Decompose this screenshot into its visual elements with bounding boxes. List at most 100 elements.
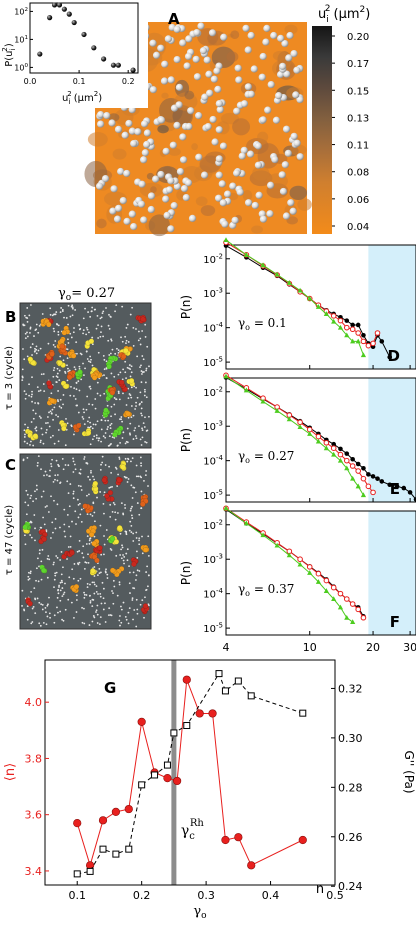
small-particle	[64, 535, 67, 538]
small-particle	[55, 311, 58, 313]
particle	[169, 141, 177, 149]
particle	[211, 138, 219, 146]
small-particle	[88, 403, 90, 406]
particle	[143, 129, 151, 137]
inset-point	[110, 62, 117, 68]
series-line	[225, 507, 353, 623]
small-particle	[134, 408, 137, 410]
data-point	[350, 456, 355, 462]
small-particle	[41, 313, 44, 315]
small-particle	[35, 426, 38, 429]
small-particle	[40, 468, 42, 471]
small-particle	[72, 577, 75, 580]
data-point	[337, 457, 344, 463]
cluster-particle	[75, 422, 82, 429]
small-particle	[74, 398, 77, 400]
small-particle	[122, 601, 125, 604]
small-particle	[97, 337, 100, 339]
data-point	[407, 490, 413, 495]
small-particle	[95, 611, 97, 613]
heatmap-contour	[286, 216, 298, 225]
small-particle	[89, 583, 91, 586]
small-particle	[107, 444, 110, 447]
particle	[114, 204, 123, 212]
y-tick-label: 10-2	[203, 518, 223, 532]
small-particle	[125, 377, 127, 380]
data-point	[350, 619, 356, 625]
small-particle	[132, 618, 134, 621]
x-tick-label: 10	[303, 641, 317, 654]
small-particle	[81, 416, 84, 418]
small-particle	[88, 416, 91, 419]
data-point	[366, 472, 371, 477]
small-particle	[88, 493, 90, 496]
small-particle	[117, 473, 119, 476]
cluster-particle	[73, 583, 80, 590]
small-particle	[128, 393, 131, 395]
small-particle	[101, 455, 104, 458]
data-point	[223, 505, 229, 511]
data-point	[387, 482, 393, 488]
small-particle	[83, 456, 86, 458]
small-particle	[144, 336, 147, 338]
small-particle	[66, 422, 69, 425]
small-particle	[88, 426, 91, 429]
small-particle	[31, 354, 33, 356]
data-point	[260, 398, 266, 404]
small-particle	[91, 605, 94, 608]
heatmap-contour	[252, 165, 270, 181]
data-point	[413, 497, 416, 502]
small-particle	[26, 307, 29, 309]
small-particle	[67, 338, 69, 341]
small-particle	[125, 404, 128, 406]
small-particle	[86, 582, 89, 585]
small-particle	[91, 403, 94, 406]
x-tick-label: 4	[223, 641, 230, 654]
particle	[147, 192, 156, 200]
small-particle	[63, 591, 66, 594]
small-particle	[80, 378, 83, 381]
small-particle	[109, 614, 112, 616]
particle	[215, 126, 223, 134]
small-particle	[59, 581, 62, 584]
small-particle	[44, 470, 47, 473]
particle	[290, 132, 298, 140]
g-data-point	[99, 845, 107, 853]
small-particle	[58, 379, 61, 382]
small-particle	[81, 552, 84, 555]
small-particle	[110, 339, 113, 342]
small-particle	[122, 431, 125, 434]
small-particle	[65, 417, 67, 420]
small-particle	[106, 428, 109, 431]
small-particle	[91, 336, 94, 339]
data-point	[375, 476, 380, 481]
data-point	[243, 520, 249, 526]
g-right-tick-label: 0.32	[338, 682, 363, 695]
small-particle	[83, 593, 86, 596]
small-particle	[108, 486, 111, 489]
small-particle	[129, 375, 132, 378]
small-particle	[110, 372, 113, 375]
small-particle	[24, 397, 27, 400]
small-particle	[53, 330, 56, 333]
particle	[290, 49, 298, 58]
data-point	[401, 485, 407, 491]
small-particle	[29, 497, 32, 500]
small-particle	[67, 492, 70, 495]
small-particle	[78, 367, 81, 370]
small-particle	[122, 559, 125, 562]
cluster-particle	[120, 353, 127, 360]
g-data-point	[247, 861, 256, 870]
small-particle	[26, 618, 29, 621]
inset-x-tick-label: 0.1	[73, 77, 86, 86]
data-point	[387, 354, 393, 360]
small-particle	[132, 438, 135, 440]
cluster-particle	[82, 503, 88, 509]
data-point	[350, 338, 356, 344]
small-particle	[40, 373, 43, 376]
plot-frame	[225, 377, 416, 503]
data-point	[331, 451, 337, 457]
particle	[101, 174, 110, 183]
particle	[246, 150, 255, 158]
data-point	[355, 606, 362, 613]
